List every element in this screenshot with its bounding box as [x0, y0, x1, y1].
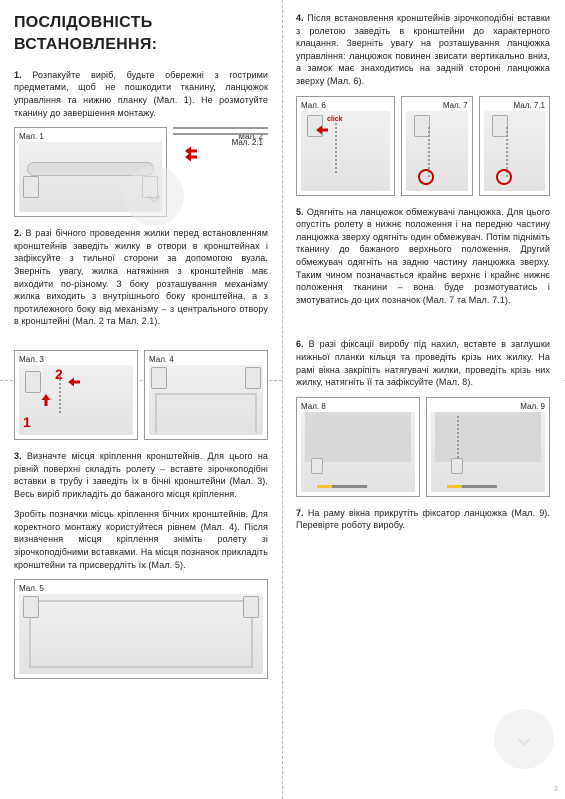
badge-1: 1 — [23, 413, 31, 433]
step-4-text: 4. Після встановлення кронштейнів зірочк… — [296, 12, 550, 88]
step-2-text: 2. В разі бічного проведення жилки перед… — [14, 227, 268, 328]
step-1-body: Розпакуйте виріб, будьте обережні з гост… — [14, 70, 268, 118]
fixator-icon — [451, 458, 463, 474]
figure-1: Мал. 1 — [14, 127, 167, 217]
fig-4-art — [149, 365, 263, 435]
arrow-icon — [182, 148, 200, 166]
blind-icon — [305, 412, 411, 462]
step-6-num: 6. — [296, 339, 304, 349]
tensioner-icon — [311, 458, 323, 474]
step-3-num: 3. — [14, 451, 22, 461]
fig-9-label: Мал. 9 — [520, 401, 545, 412]
left-column: ПОСЛІДОВНІСТЬ ВСТАНОВЛЕННЯ: 1. Розпакуйт… — [0, 0, 282, 799]
page-title: ПОСЛІДОВНІСТЬ ВСТАНОВЛЕННЯ: — [14, 12, 268, 57]
right-column: 4. Після встановлення кронштейнів зірочк… — [282, 0, 564, 799]
circle-mark-icon — [496, 169, 512, 185]
fig-8-art — [301, 412, 415, 492]
fig-7-label: Мал. 7 — [443, 100, 468, 111]
fig-7-art — [406, 111, 467, 191]
figure-2: Мал. 2 — [173, 127, 268, 129]
step-7-text: 7. На раму вікна прикрутіть фіксатор лан… — [296, 507, 550, 532]
figure-2-1: Мал. 2.1 — [173, 133, 268, 135]
figure-7: Мал. 7 — [401, 96, 472, 196]
watermark-icon — [494, 709, 554, 769]
badge-2: 2 — [55, 365, 63, 385]
step-1-text: 1. Розпакуйте виріб, будьте обережні з г… — [14, 69, 268, 119]
arrow-icon — [313, 121, 331, 139]
step-5-num: 5. — [296, 207, 304, 217]
figure-4: Мал. 4 — [144, 350, 268, 440]
bracket-icon — [151, 367, 167, 389]
step-3a-body: Визначте місця кріплення кронштейнів. Дл… — [14, 451, 268, 499]
page: ПОСЛІДОВНІСТЬ ВСТАНОВЛЕННЯ: 1. Розпакуйт… — [0, 0, 565, 799]
screwdriver-icon — [447, 485, 497, 488]
step-7-body: На раму вікна прикрутіть фіксатор ланцюж… — [296, 508, 550, 531]
frame-icon — [29, 600, 253, 668]
page-number: 2 — [554, 785, 558, 795]
step-6-text: 6. В разі фіксації виробу під нахил, вст… — [296, 338, 550, 388]
step-6-body: В разі фіксації виробу під нахил, вставт… — [296, 339, 550, 387]
fig-3-label: Мал. 3 — [19, 354, 44, 365]
figure-7-1: Мал. 7.1 — [479, 96, 550, 196]
figure-8: Мал. 8 — [296, 397, 420, 497]
step-5-text: 5. Одягніть на ланцюжок обмежувачі ланцю… — [296, 206, 550, 307]
step-5-body: Одягніть на ланцюжок обмежувачі ланцюжка… — [296, 207, 550, 305]
bracket-icon — [23, 176, 39, 198]
step-1-num: 1. — [14, 70, 22, 80]
fig-row-4: Мал. 6 click Мал. 7 Мал. 7.1 — [296, 96, 550, 196]
step-2-num: 2. — [14, 228, 22, 238]
chain-icon — [457, 416, 459, 464]
fig-row-5: Мал. 8 Мал. 9 — [296, 397, 550, 497]
fig-row-2: Мал. 3 1 2 Мал. 4 — [14, 350, 268, 440]
fig-9-art — [431, 412, 545, 492]
figure-6: Мал. 6 click — [296, 96, 395, 196]
fig-6-label: Мал. 6 — [301, 100, 326, 111]
fig-stack-2: Мал. 2 Мал. 2.1 — [173, 127, 268, 135]
step-7-num: 7. — [296, 508, 304, 518]
fig-4-label: Мал. 4 — [149, 354, 174, 365]
frame-icon — [155, 393, 257, 433]
fig-5-art — [19, 594, 263, 674]
step-4-num: 4. — [296, 13, 304, 23]
fig-71-label: Мал. 7.1 — [514, 100, 545, 111]
screwdriver-icon — [317, 485, 367, 488]
fig-row-1: Мал. 1 Мал. 2 Мал. 2.1 — [14, 127, 268, 217]
circle-mark-icon — [418, 169, 434, 185]
arrow-icon — [65, 373, 83, 391]
fig-5-label: Мал. 5 — [19, 583, 44, 594]
figure-3: Мал. 3 1 2 — [14, 350, 138, 440]
figure-5: Мал. 5 — [14, 579, 268, 679]
bracket-icon — [245, 367, 261, 389]
bracket-icon — [23, 596, 39, 618]
fig-1-label: Мал. 1 — [19, 131, 44, 142]
fig-71-art — [484, 111, 545, 191]
blind-icon — [435, 412, 541, 462]
chain-icon — [335, 123, 337, 173]
bracket-icon — [243, 596, 259, 618]
figure-9: Мал. 9 — [426, 397, 550, 497]
watermark-icon — [124, 166, 184, 226]
fig-row-3: Мал. 5 — [14, 579, 268, 679]
step-3b-text: Зробіть позначки місць кріплення бічних … — [14, 508, 268, 571]
fig-21-label: Мал. 2.1 — [232, 137, 263, 148]
step-3a-text: 3. Визначте місця кріплення кронштейнів.… — [14, 450, 268, 500]
arrow-icon — [37, 391, 55, 409]
step-4-body: Після встановлення кронштейнів зірочкопо… — [296, 13, 550, 86]
bracket-icon — [25, 371, 41, 393]
fig-8-label: Мал. 8 — [301, 401, 326, 412]
step-2-body: В разі бічного проведення жилки перед вс… — [14, 228, 268, 326]
